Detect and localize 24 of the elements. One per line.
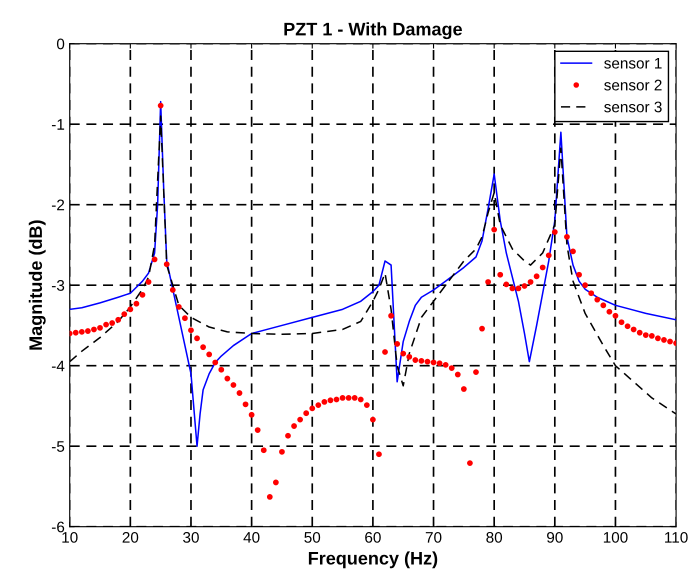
x-tick-label: 40: [243, 532, 260, 543]
x-tick-label: 50: [304, 532, 320, 543]
x-tick-label: 30: [183, 532, 199, 543]
x-tick-label: 10: [62, 532, 78, 543]
legend-label: sensor 2: [604, 80, 662, 91]
y-tick-label: -4: [52, 360, 64, 372]
x-axis-title: Frequency (Hz): [308, 551, 438, 568]
x-tick-label: 70: [426, 532, 442, 543]
legend-label: sensor 3: [604, 102, 662, 112]
chart-title: PZT 1 - With Damage: [284, 22, 462, 40]
y-tick-label: -2: [52, 200, 64, 210]
legend-label: sensor 1: [604, 58, 662, 69]
x-tick-label: 110: [665, 532, 688, 543]
x-tick-label: 90: [547, 532, 563, 543]
x-tick-label: 60: [365, 532, 381, 543]
x-tick-label: 100: [604, 532, 628, 543]
y-tick-label: -3: [52, 280, 64, 291]
y-tick-label: -5: [52, 441, 64, 452]
y-axis-title: Magnitude (dB): [28, 220, 46, 350]
y-tick-label: 0: [56, 38, 64, 50]
y-tick-label: -6: [52, 522, 64, 532]
y-tick-label: -1: [52, 119, 64, 130]
x-tick-label: 80: [486, 532, 502, 543]
x-tick-label: 20: [122, 532, 138, 543]
